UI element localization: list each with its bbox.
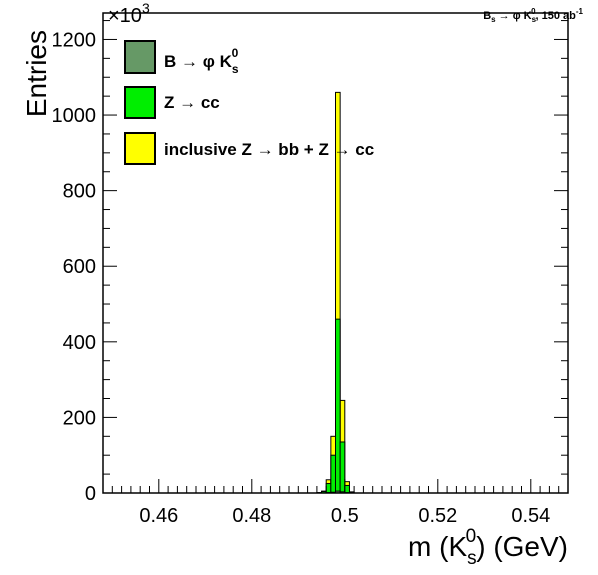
y-axis-label: Entries — [21, 30, 52, 117]
x-axis-label: m (Ks0) (GeV) — [408, 526, 568, 569]
y-tick-label: 800 — [63, 181, 96, 203]
bar-series1-bin3 — [330, 454, 337, 494]
x-tick-label: 0.52 — [418, 505, 457, 527]
legend-swatch-z-cc — [124, 86, 156, 119]
y-tick-label: 200 — [63, 407, 96, 429]
legend-label-inclusive: inclusive Z → bb + Z → cc — [164, 140, 374, 159]
legend-swatch-b-phi-ks — [124, 40, 156, 74]
y-tick-label: 1200 — [52, 29, 97, 51]
x-tick-label: 0.46 — [139, 505, 178, 527]
chart-title: Bs → φ Ks0, 150 ab-1 — [483, 7, 583, 24]
bar-series1-bin5 — [339, 441, 346, 494]
axis-ticks: 0.46 0.48 0.5 0.52 0.54 0 200 400 600 800 1000 1200 — [52, 20, 569, 527]
x-tick-label: 0.54 — [511, 505, 550, 527]
x-tick-label: 0.48 — [232, 505, 271, 527]
bar-series1-bin2 — [325, 483, 332, 494]
legend-label-z-cc: Z → cc — [164, 93, 220, 112]
bar-series1-bin4 — [335, 318, 341, 494]
y-tick-label: 400 — [63, 332, 96, 354]
x-tick-label: 0.5 — [331, 505, 359, 527]
y-tick-label: 0 — [85, 483, 96, 505]
legend-label-b-phi-ks: B → φ Ks0 — [164, 46, 239, 76]
legend-swatch-inclusive — [124, 132, 156, 165]
y-tick-label: 600 — [63, 256, 96, 278]
y-tick-label: 1000 — [52, 105, 97, 127]
bar-series1-bin6 — [344, 484, 350, 494]
y-exponent-label: ×103 — [108, 0, 150, 27]
